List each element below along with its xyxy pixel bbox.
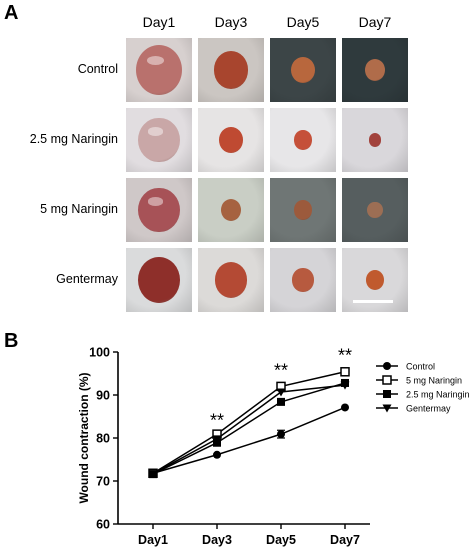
wound-area	[364, 59, 385, 81]
legend-marker	[383, 390, 391, 398]
wound-photo	[198, 248, 264, 312]
wound-area	[294, 130, 312, 150]
row-label: 5 mg Naringin	[40, 202, 118, 216]
y-tick-label: 60	[96, 518, 110, 532]
wound-photo	[198, 38, 264, 102]
wound-photo	[198, 178, 264, 242]
row-label: Gentermay	[56, 272, 118, 286]
y-tick-label: 100	[89, 346, 110, 360]
significance-marker: **	[338, 346, 352, 366]
wound-area	[137, 256, 181, 304]
wound-photo	[270, 38, 336, 102]
legend-marker	[382, 375, 392, 385]
wound-area	[367, 201, 383, 219]
wound-photo	[126, 248, 192, 312]
column-header-day7: Day7	[358, 14, 392, 30]
series-line	[152, 384, 346, 475]
wound-area	[294, 200, 312, 220]
panel-b-label: B	[4, 330, 19, 352]
x-tick-label: Day3	[202, 533, 232, 547]
wound-area	[365, 269, 385, 291]
legend-marker	[383, 362, 391, 370]
wound-area	[220, 199, 241, 221]
significance-marker: **	[274, 360, 288, 380]
wound-photo	[342, 178, 408, 242]
x-tick-label: Day7	[330, 533, 360, 547]
wound-photo	[126, 178, 192, 242]
wound-photo	[270, 248, 336, 312]
data-point	[148, 470, 158, 479]
x-tick-label: Day1	[138, 533, 168, 547]
wound-photo	[270, 108, 336, 172]
wound-photo	[126, 108, 192, 172]
panel-a-label: A	[4, 2, 19, 24]
significance-marker: **	[210, 411, 224, 431]
data-point	[213, 450, 221, 459]
scale-bar	[353, 300, 393, 303]
wound-area	[290, 56, 316, 84]
data-point	[276, 388, 286, 397]
data-point	[340, 381, 350, 390]
row-label: 2.5 mg Naringin	[29, 132, 118, 146]
data-point	[212, 435, 222, 444]
wound-area	[138, 187, 180, 233]
wound-area	[292, 268, 314, 292]
wound-area	[213, 51, 249, 89]
data-point	[277, 397, 285, 406]
wound-photo	[198, 108, 264, 172]
legend-marker	[382, 404, 392, 413]
legend-label: Control	[406, 362, 435, 372]
wound-reflection	[146, 56, 164, 65]
wound-photo	[270, 178, 336, 242]
legend-label: 2.5 mg Naringin	[406, 390, 470, 400]
column-header-day1: Day1	[142, 14, 176, 30]
y-tick-label: 90	[96, 389, 110, 403]
wound-area	[219, 127, 243, 153]
wound-area	[368, 132, 382, 148]
wound-area	[138, 117, 180, 163]
series-line	[152, 371, 346, 474]
series-line	[152, 382, 346, 475]
data-point	[341, 403, 349, 412]
data-point	[340, 367, 350, 377]
legend-label: Gentermay	[406, 404, 451, 414]
y-tick-label: 80	[96, 432, 110, 446]
column-header-day3: Day3	[214, 14, 248, 30]
wound-area	[136, 45, 182, 95]
data-point	[277, 430, 285, 439]
wound-reflection	[147, 127, 164, 136]
wound-photo	[126, 38, 192, 102]
y-axis-title: Wound contraction (%)	[77, 372, 91, 503]
y-tick-label: 70	[96, 475, 110, 489]
column-header-day5: Day5	[286, 14, 320, 30]
legend-label: 5 mg Naringin	[406, 376, 462, 386]
wound-area	[214, 262, 248, 298]
row-label: Control	[77, 62, 118, 76]
series-line	[152, 406, 346, 474]
wound-photo	[342, 108, 408, 172]
wound-contraction-chart: 60 70 80 90 100 Day1 Day3 Day5 Day7 Wound contrac…	[77, 346, 470, 548]
wound-photo	[342, 38, 408, 102]
wound-reflection	[147, 197, 164, 206]
x-tick-label: Day5	[266, 533, 296, 547]
